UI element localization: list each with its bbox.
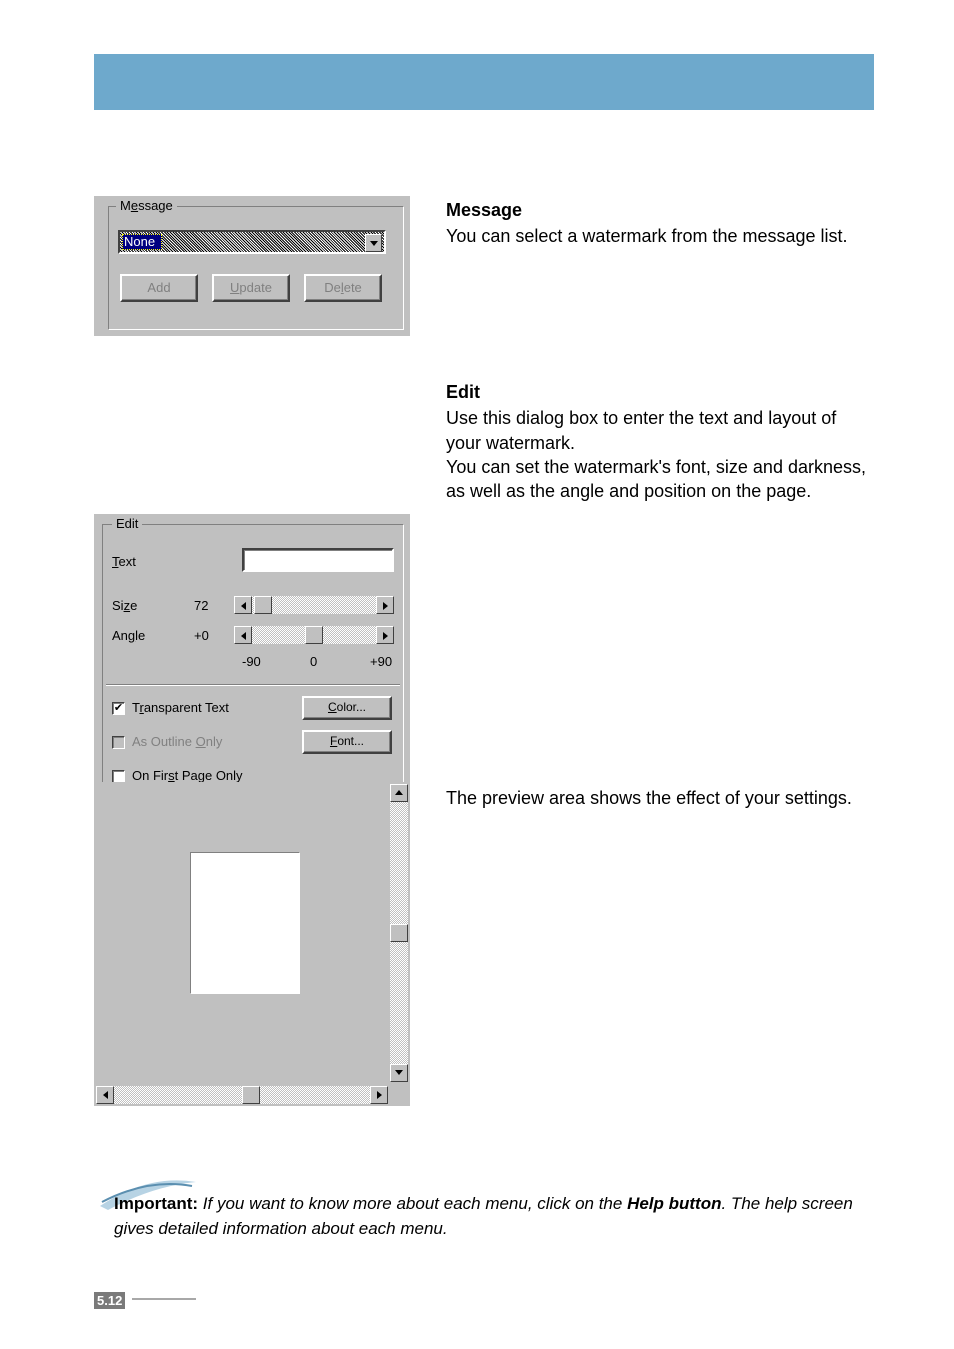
preview-page	[190, 852, 300, 994]
page-major: 5.	[97, 1293, 108, 1308]
size-scroll-left[interactable]	[234, 596, 252, 614]
message-heading: Message	[446, 198, 874, 222]
preview-body: The preview area shows the effect of you…	[446, 786, 874, 810]
preview-description: The preview area shows the effect of you…	[446, 786, 874, 810]
edit-separator	[106, 684, 400, 685]
header-banner	[94, 54, 874, 110]
message-combo-button[interactable]	[365, 234, 382, 252]
angle-value: +0	[194, 628, 209, 643]
text-label: Text	[112, 554, 136, 569]
page-number: 5.12	[94, 1292, 125, 1309]
message-combo-value: None	[122, 234, 162, 250]
angle-scroll-left[interactable]	[234, 626, 252, 644]
font-button[interactable]: Font...	[302, 730, 392, 754]
outline-label: As Outline Only	[132, 734, 222, 749]
help-button-ref: Help button	[627, 1194, 721, 1213]
angle-scale-left: -90	[242, 654, 261, 669]
preview-area	[94, 782, 410, 1106]
angle-scroll-track[interactable]	[252, 626, 376, 644]
angle-scroll-right[interactable]	[376, 626, 394, 644]
preview-vscroll-thumb[interactable]	[390, 924, 408, 942]
update-button[interactable]: Update	[212, 274, 290, 302]
message-combo[interactable]: None	[118, 230, 386, 254]
message-legend: Message	[116, 198, 177, 213]
text-input[interactable]	[242, 548, 394, 572]
important-note: Important: If you want to know more abou…	[114, 1192, 870, 1241]
size-scroll-track[interactable]	[252, 596, 376, 614]
preview-hscroll-thumb[interactable]	[242, 1086, 260, 1104]
angle-scale-mid: 0	[310, 654, 317, 669]
important-lead: Important:	[114, 1194, 198, 1213]
preview-vscroll-track[interactable]	[390, 802, 408, 1064]
important-part1: If you want to know more about each menu…	[198, 1194, 627, 1213]
firstpage-label: On First Page Only	[132, 768, 243, 783]
preview-hscroll-track[interactable]	[114, 1086, 388, 1104]
size-label: Size	[112, 598, 137, 613]
color-button[interactable]: Color...	[302, 696, 392, 720]
message-description: Message You can select a watermark from …	[446, 198, 874, 249]
message-body: You can select a watermark from the mess…	[446, 224, 874, 248]
outline-checkbox	[112, 736, 125, 749]
size-scroll-right[interactable]	[376, 596, 394, 614]
preview-hscroll-left[interactable]	[96, 1086, 114, 1104]
preview-hscroll-right[interactable]	[370, 1086, 388, 1104]
angle-scale-right: +90	[370, 654, 392, 669]
size-value: 72	[194, 598, 208, 613]
size-scroll-thumb[interactable]	[254, 596, 272, 614]
delete-button[interactable]: Delete	[304, 274, 382, 302]
transparent-label: Transparent Text	[132, 700, 229, 715]
edit-heading: Edit	[446, 380, 874, 404]
preview-vscroll-up[interactable]	[390, 784, 408, 802]
edit-body: Use this dialog box to enter the text an…	[446, 406, 874, 503]
angle-scroll-thumb[interactable]	[305, 626, 323, 644]
edit-legend: Edit	[112, 516, 142, 531]
transparent-checkbox[interactable]: ✔	[112, 702, 125, 715]
message-groupbox: Message None Add Update Delete	[94, 196, 410, 336]
edit-description: Edit Use this dialog box to enter the te…	[446, 380, 874, 503]
page-minor: 12	[108, 1293, 122, 1308]
angle-label: Angle	[112, 628, 145, 643]
page-rule	[132, 1298, 196, 1300]
preview-vscroll-down[interactable]	[390, 1064, 408, 1082]
add-button[interactable]: Add	[120, 274, 198, 302]
